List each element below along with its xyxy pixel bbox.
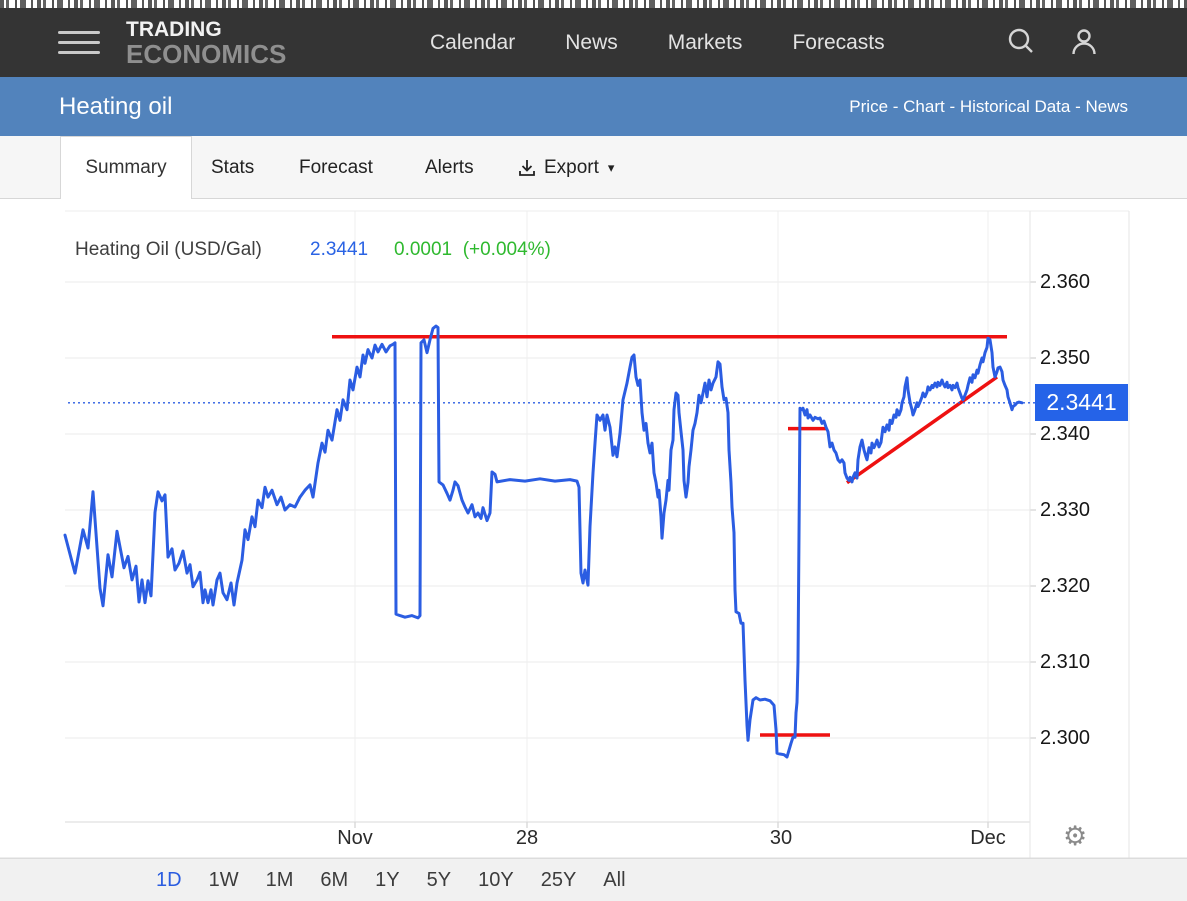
range-10y[interactable]: 10Y (478, 868, 514, 891)
tab-forecast[interactable]: Forecast (299, 157, 373, 178)
page-title: Heating oil (59, 93, 173, 120)
nav-item-forecasts[interactable]: Forecasts (792, 30, 885, 54)
tab-stats[interactable]: Stats (211, 157, 255, 178)
x-axis-label: Dec (970, 827, 1006, 849)
range-5y[interactable]: 5Y (426, 868, 452, 891)
link-chart[interactable]: Chart (903, 97, 945, 116)
link-news[interactable]: News (1085, 97, 1128, 116)
search-icon[interactable] (1005, 26, 1039, 60)
link-price[interactable]: Price (849, 97, 889, 116)
tab-summary[interactable]: Summary (60, 136, 192, 199)
nav-item-news[interactable]: News (565, 30, 618, 54)
range-1w[interactable]: 1W (208, 868, 239, 891)
y-axis-label: 2.300 (1040, 727, 1091, 749)
range-1m[interactable]: 1M (265, 868, 294, 891)
download-icon (519, 159, 535, 176)
x-axis-label: 30 (769, 827, 793, 849)
instrument-header: Heating oil Price - Chart - Historical D… (0, 77, 1187, 136)
hamburger-menu-icon[interactable] (58, 29, 100, 55)
y-axis-label: 2.360 (1040, 271, 1091, 293)
current-price-badge: 2.3441 (1035, 384, 1128, 422)
y-axis-label: 2.340 (1040, 423, 1091, 445)
top-nav: TRADING ECONOMICS Calendar News Markets For… (0, 8, 1187, 77)
gear-icon[interactable]: ⚙ (1063, 821, 1088, 851)
caret-down-icon: ▾ (607, 160, 615, 175)
nav-icons (1005, 8, 1101, 77)
range-6m[interactable]: 6M (320, 868, 349, 891)
cropped-ticker-text (0, 0, 1187, 8)
x-axis-label: 28 (515, 827, 539, 849)
logo-line-2: ECONOMICS (126, 39, 287, 69)
chart-instrument-label: Heating Oil (USD/Gal) (75, 239, 262, 260)
chart-price-value: 2.3441 (310, 239, 369, 260)
tab-alerts[interactable]: Alerts (425, 157, 474, 178)
nav-menu: Calendar News Markets Forecasts (430, 8, 885, 77)
link-historical-data[interactable]: Historical Data (959, 97, 1071, 116)
y-axis-label: 2.320 (1040, 575, 1091, 597)
nav-item-markets[interactable]: Markets (667, 30, 743, 54)
range-selector: 1D 1W 1M 6M 1Y 5Y 10Y 25Y All (0, 858, 1187, 901)
chart-plot-area[interactable] (65, 211, 1030, 822)
x-axis-label: Nov (337, 827, 373, 849)
range-25y[interactable]: 25Y (540, 868, 577, 891)
y-axis-label: 2.350 (1040, 347, 1091, 369)
nav-item-calendar[interactable]: Calendar (430, 30, 516, 54)
chart-price-change: 0.0001 (+0.004%) (394, 239, 551, 260)
y-axis-label: 2.310 (1040, 651, 1091, 673)
export-button[interactable]: Export ▾ (517, 136, 614, 199)
range-all[interactable]: All (603, 868, 626, 891)
export-label: Export (544, 157, 599, 178)
tab-bar: Summary Stats Forecast Alerts Export ▾ (0, 136, 1187, 199)
header-links: Price - Chart - Historical Data - News (849, 97, 1128, 116)
user-icon[interactable] (1067, 26, 1101, 60)
range-1y[interactable]: 1Y (375, 868, 400, 891)
logo-line-1: TRADING (126, 18, 222, 41)
y-axis-label: 2.330 (1040, 499, 1091, 521)
range-1d[interactable]: 1D (156, 868, 182, 891)
trading-economics-logo[interactable]: TRADING ECONOMICS (126, 19, 286, 67)
